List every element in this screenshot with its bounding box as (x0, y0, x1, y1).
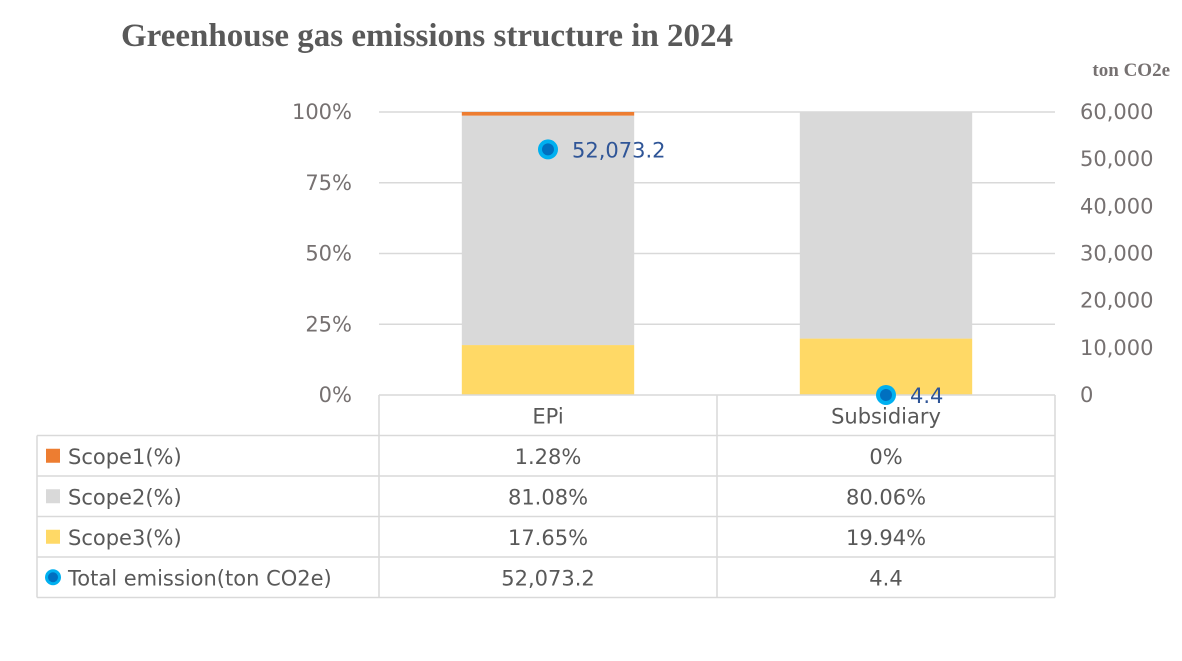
legend-swatch (46, 448, 60, 463)
total-emission-point-inner (542, 143, 554, 156)
primary-tick-label: 0% (319, 383, 352, 407)
total-emission-points: 52,073.2 4.4 (538, 138, 943, 408)
chart-title: Greenhouse gas emissions structure in 20… (121, 18, 734, 54)
legend-label: Total emission(ton CO2e) (67, 566, 332, 590)
category-label: EPi (532, 404, 563, 428)
legend-label: Scope1(%) (68, 445, 182, 469)
table-cell: 81.08% (508, 485, 588, 509)
primary-tick-label: 100% (292, 100, 352, 124)
primary-axis-ticks: 0% 25% 50% 75% 100% (292, 100, 352, 407)
secondary-tick-label: 0 (1080, 383, 1093, 407)
legend-label: Scope3(%) (68, 526, 182, 550)
secondary-tick-label: 50,000 (1080, 147, 1153, 171)
bar-segment-scope1- (461, 112, 635, 116)
category-label: Subsidiary (831, 404, 941, 428)
total-emission-data-label: 4.4 (910, 384, 943, 408)
secondary-tick-label: 40,000 (1080, 194, 1153, 218)
table-cell: 17.65% (508, 526, 588, 550)
total-emission-point-inner (880, 388, 892, 401)
legend-swatch (46, 489, 60, 504)
table-cell: 0% (869, 445, 902, 469)
secondary-tick-label: 60,000 (1080, 100, 1153, 124)
secondary-tick-label: 30,000 (1080, 242, 1153, 266)
table-cell: 1.28% (515, 445, 582, 469)
table-cell: 4.4 (869, 566, 902, 590)
bar-segment-scope2- (799, 112, 973, 339)
secondary-tick-label: 10,000 (1080, 336, 1153, 360)
data-table: EPi Subsidiary Scope1(%) 1.28% 0% Scope2(%) 81… (36, 394, 1056, 599)
table-cell: 80.06% (846, 485, 926, 509)
legend-marker-total-emission-inner (48, 572, 58, 583)
secondary-axis-ticks: 0 10,000 20,000 30,000 40,000 50,000 60,000 (1080, 100, 1153, 407)
primary-tick-label: 25% (305, 312, 352, 336)
secondary-tick-label: 20,000 (1080, 289, 1153, 313)
primary-tick-label: 50% (305, 242, 352, 266)
secondary-axis-title: ton CO2e (1092, 60, 1170, 81)
legend-swatch (46, 529, 60, 544)
primary-tick-label: 75% (305, 171, 352, 195)
table-cell: 19.94% (846, 526, 926, 550)
total-emission-data-label: 52,073.2 (572, 138, 666, 162)
bar-segment-scope3- (461, 345, 635, 395)
legend-label: Scope2(%) (68, 485, 182, 509)
table-cell: 52,073.2 (501, 566, 595, 590)
